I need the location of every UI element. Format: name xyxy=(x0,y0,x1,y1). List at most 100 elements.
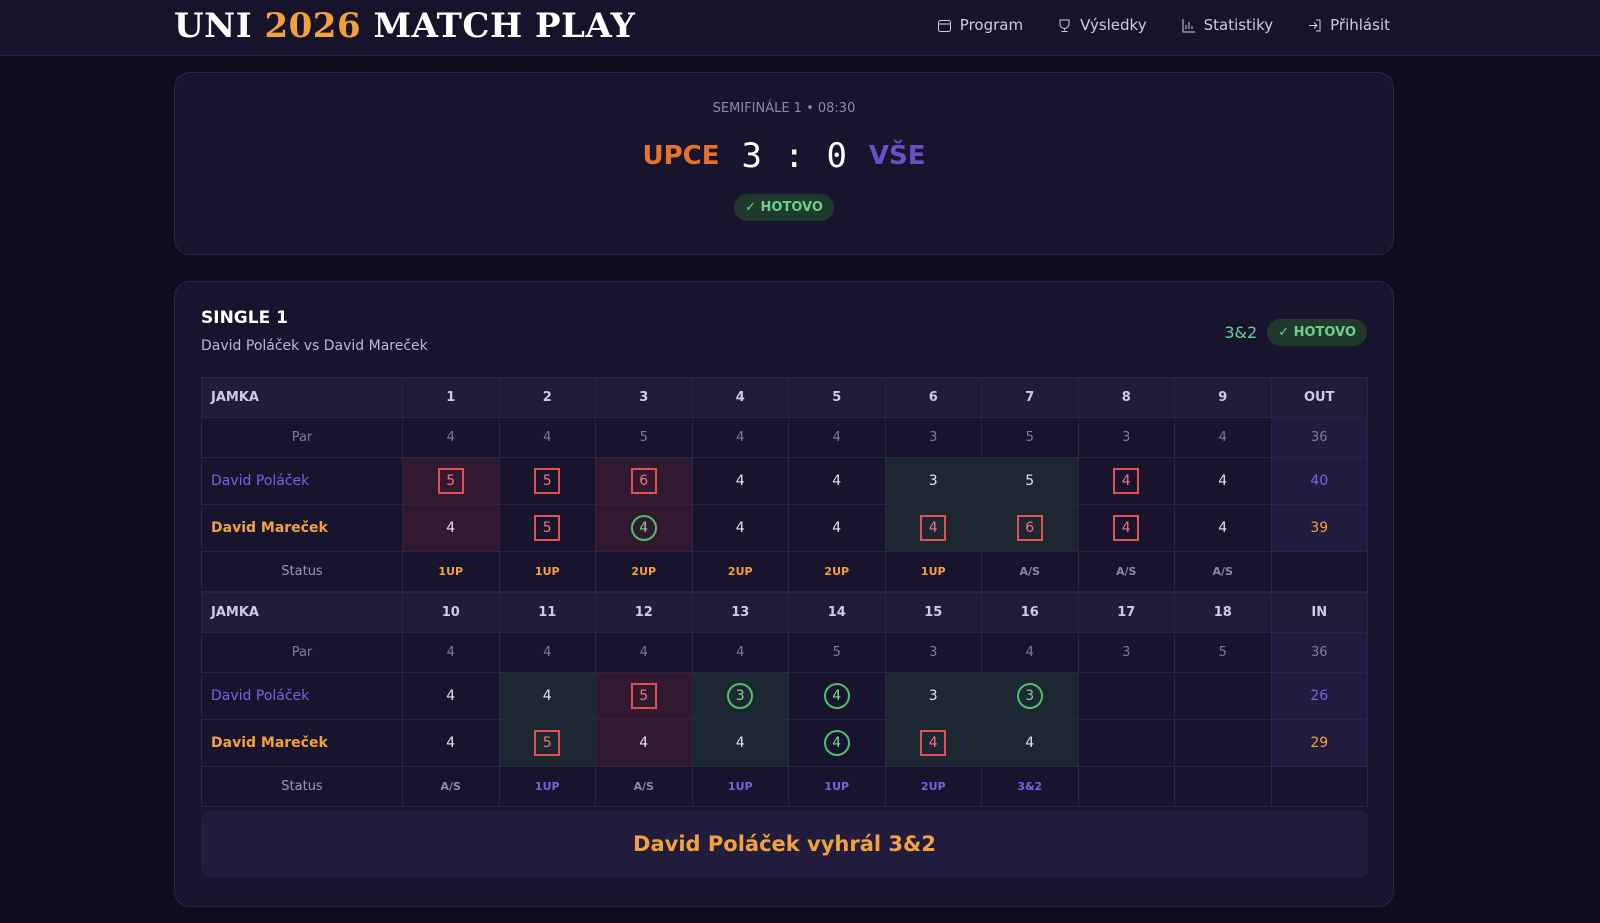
single-result: 3&2 ✓ HOTOVO xyxy=(1224,319,1367,346)
total-label: OUT xyxy=(1270,377,1368,418)
score-cell: 5 xyxy=(981,457,1079,505)
scorecard: JAMKA 1 2 3 4 5 6 7 8 9 OUT Par 4 4 5 4 4 3 5 3 4 36 David Pol… xyxy=(201,377,1368,592)
score: 4 xyxy=(1218,520,1228,536)
player-row: David Mareček 4 5 4 4 4 4 6 4 4 39 xyxy=(201,504,1368,552)
score: 3 xyxy=(1016,683,1043,709)
score: 4 xyxy=(630,515,657,541)
par-label: Par xyxy=(201,632,403,673)
icon xyxy=(1309,19,1321,31)
header-row: JAMKA 1 2 3 4 5 6 7 8 9 OUT xyxy=(201,377,1368,418)
score: 4 xyxy=(823,683,850,709)
score-cell: 4 xyxy=(788,504,886,552)
status-total xyxy=(1270,766,1368,807)
hole-number: 6 xyxy=(884,377,982,418)
single-title: SINGLE 1 xyxy=(201,308,288,328)
logo[interactable]: UNI 2026 MATCH PLAY xyxy=(174,6,635,46)
score-cell: 4 xyxy=(788,672,886,720)
status-cell: A/S xyxy=(1077,551,1175,592)
icon xyxy=(1182,18,1195,32)
away-score: 0 xyxy=(826,136,847,176)
score-cell: 5 xyxy=(498,504,596,552)
hole-number: 12 xyxy=(595,592,693,633)
status-pill: ✓ HOTOVO xyxy=(734,194,834,221)
score-cell: 4 xyxy=(402,672,500,720)
par-cell: 4 xyxy=(595,632,693,673)
score: 5 xyxy=(534,730,561,756)
single-subtitle: David Poláček vs David Mareček xyxy=(201,338,428,354)
status-cell: 2UP xyxy=(691,551,789,592)
score: 4 xyxy=(639,735,649,751)
nav-label: Výsledky xyxy=(1080,16,1147,34)
score-cell: 4 xyxy=(788,719,886,767)
par-cell: 4 xyxy=(498,417,596,458)
status-text: HOTOVO xyxy=(1293,325,1356,340)
score-cell: 5 xyxy=(498,719,596,767)
score: 4 xyxy=(446,520,456,536)
score-cell xyxy=(1077,719,1175,767)
hole-number: 16 xyxy=(981,592,1079,633)
status-cell: 3&2 xyxy=(981,766,1079,807)
status-row: Status 1UP 1UP 2UP 2UP 2UP 1UP A/S A/S A/S xyxy=(201,551,1368,592)
status-total xyxy=(1270,551,1368,592)
hole-number: 2 xyxy=(498,377,596,418)
status-cell: 2UP xyxy=(884,766,982,807)
score: 4 xyxy=(1113,468,1140,494)
player-total: 26 xyxy=(1270,672,1368,720)
nav-item[interactable]: Statistiky xyxy=(1181,16,1273,34)
status-cell: A/S xyxy=(595,766,693,807)
hole-number: 1 xyxy=(402,377,500,418)
score-cell: 3 xyxy=(884,457,982,505)
header-row: JAMKA 10 11 12 13 14 15 16 17 18 IN xyxy=(201,592,1368,633)
total-label: IN xyxy=(1270,592,1368,633)
score-cell: 3 xyxy=(981,672,1079,720)
player-row: David Poláček 5 5 6 4 4 3 5 4 4 40 xyxy=(201,457,1368,505)
par-cell: 5 xyxy=(595,417,693,458)
score-cell xyxy=(1077,672,1175,720)
stage: SEMIFINÁLE 1 • 08:30 xyxy=(712,101,856,116)
score: 4 xyxy=(832,473,842,489)
par-cell: 3 xyxy=(1077,632,1175,673)
status-cell: A/S xyxy=(981,551,1079,592)
single-card: SINGLE 1 David Poláček vs David Mareček … xyxy=(174,281,1394,907)
score-cell: 6 xyxy=(595,457,693,505)
home-score: 3 xyxy=(741,136,762,176)
score-cell: 4 xyxy=(1077,457,1175,505)
score-cell: 4 xyxy=(1174,457,1272,505)
score: 4 xyxy=(735,520,745,536)
icon xyxy=(1059,19,1070,32)
par-cell: 5 xyxy=(1174,632,1272,673)
score: 3 xyxy=(727,683,754,709)
player-total: 40 xyxy=(1270,457,1368,505)
score-cell: 4 xyxy=(1077,504,1175,552)
score: 3 xyxy=(928,688,938,704)
nav-item[interactable]: Program xyxy=(937,16,1023,34)
score-cell xyxy=(1174,672,1272,720)
par-row: Par 4 4 4 4 5 3 4 3 5 36 xyxy=(201,632,1368,673)
status-cell: 1UP xyxy=(691,766,789,807)
par-total: 36 xyxy=(1270,632,1368,673)
player-row: David Mareček 4 5 4 4 4 4 4 29 xyxy=(201,719,1368,767)
score: 4 xyxy=(823,730,850,756)
status-label: Status xyxy=(201,766,403,807)
status-cell: 1UP xyxy=(498,766,596,807)
par-cell: 4 xyxy=(498,632,596,673)
score: 4 xyxy=(1218,473,1228,489)
score: 4 xyxy=(1113,515,1140,541)
nav-item[interactable]: Přihlásit xyxy=(1307,16,1390,34)
status-pill: ✓ HOTOVO xyxy=(1267,319,1367,346)
score-cell: 4 xyxy=(402,504,500,552)
player-name: David Poláček xyxy=(201,672,403,720)
par-total: 36 xyxy=(1270,417,1368,458)
logo-year: 2026 xyxy=(264,6,362,46)
score-cell: 3 xyxy=(884,672,982,720)
score-cell: 4 xyxy=(595,504,693,552)
score-cell: 4 xyxy=(691,457,789,505)
player-name: David Poláček xyxy=(201,457,403,505)
nav-item[interactable]: Výsledky xyxy=(1057,16,1147,34)
hole-number: 7 xyxy=(981,377,1079,418)
status-cell xyxy=(1174,766,1272,807)
score-cell: 4 xyxy=(498,672,596,720)
score-cell: 3 xyxy=(691,672,789,720)
